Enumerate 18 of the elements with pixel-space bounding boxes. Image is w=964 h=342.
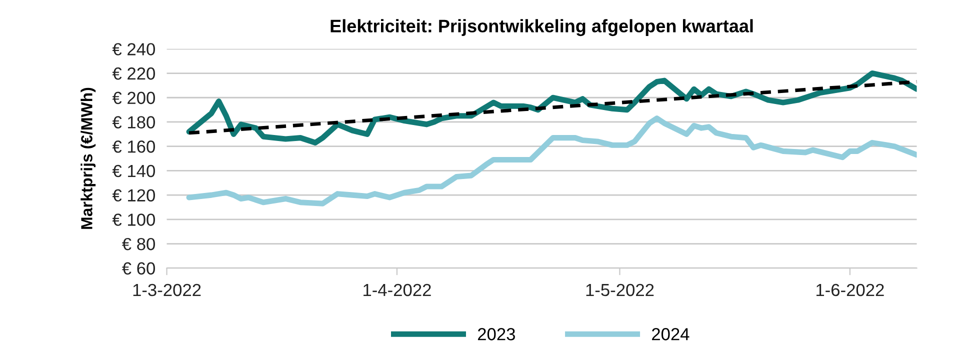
- y-tick-label: € 120: [112, 189, 155, 202]
- x-tick-label: 1-6-2022: [816, 284, 884, 296]
- y-tick-label: € 80: [122, 238, 155, 250]
- y-tick-label: € 140: [112, 164, 155, 178]
- y-tick-label: € 180: [112, 116, 155, 128]
- y-tick-label: € 60: [122, 262, 155, 275]
- y-tick-label: € 100: [112, 214, 155, 226]
- x-tick-label: 1-4-2022: [364, 284, 431, 296]
- x-tick-label: 1-5-2022: [586, 284, 654, 296]
- y-tick-label: € 220: [112, 67, 155, 80]
- y-tick-label: € 200: [112, 92, 155, 104]
- y-axis-title: Marktprijs (€/MWh): [80, 88, 96, 229]
- y-tick-label: € 240: [112, 43, 155, 56]
- x-tick-label: 1-3-2022: [133, 284, 201, 296]
- legend-label: 2023: [478, 328, 515, 340]
- chart-title: Elektriciteit: Prijsontwikkeling afgelopen kwartaal: [330, 19, 753, 36]
- y-tick-label: € 160: [112, 140, 155, 153]
- legend-label: 2024: [652, 328, 690, 340]
